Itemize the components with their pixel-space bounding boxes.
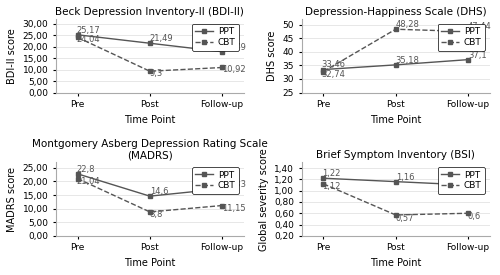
CBT xyxy=(219,204,225,207)
CBT xyxy=(320,182,326,186)
Text: 1,12: 1,12 xyxy=(322,182,340,191)
Text: 0,57: 0,57 xyxy=(396,213,414,222)
PPT xyxy=(74,33,80,37)
Text: 1,16: 1,16 xyxy=(396,172,414,182)
X-axis label: Time Point: Time Point xyxy=(370,115,422,125)
Text: 10,92: 10,92 xyxy=(222,65,246,74)
CBT xyxy=(392,28,398,31)
Text: 1,1: 1,1 xyxy=(468,176,481,185)
PPT xyxy=(219,187,225,190)
Text: 17,79: 17,79 xyxy=(222,43,246,52)
X-axis label: Time Point: Time Point xyxy=(124,258,176,268)
Text: 47,44: 47,44 xyxy=(468,23,491,31)
CBT xyxy=(74,177,80,180)
Line: PPT: PPT xyxy=(75,32,225,54)
Text: 22,8: 22,8 xyxy=(76,165,94,174)
Title: Montgomery Asberg Depression Rating Scale
(MADRS): Montgomery Asberg Depression Rating Scal… xyxy=(32,139,268,160)
Legend: PPT, CBT: PPT, CBT xyxy=(438,24,485,51)
Line: PPT: PPT xyxy=(321,57,470,72)
Line: CBT: CBT xyxy=(75,35,225,74)
CBT xyxy=(320,70,326,73)
PPT xyxy=(320,177,326,180)
Line: PPT: PPT xyxy=(75,171,225,199)
CBT xyxy=(392,213,398,217)
PPT xyxy=(320,68,326,71)
PPT xyxy=(392,63,398,67)
PPT xyxy=(147,194,153,198)
Title: Brief Symptom Inventory (BSI): Brief Symptom Inventory (BSI) xyxy=(316,150,475,160)
Y-axis label: BDI-II score: BDI-II score xyxy=(7,28,17,84)
Text: 0,6: 0,6 xyxy=(468,212,481,221)
CBT xyxy=(147,210,153,214)
Text: 14,6: 14,6 xyxy=(150,187,169,196)
CBT xyxy=(465,211,471,215)
Text: 21,04: 21,04 xyxy=(76,177,100,186)
Text: 32,74: 32,74 xyxy=(322,70,345,79)
PPT xyxy=(465,183,471,187)
Legend: PPT, CBT: PPT, CBT xyxy=(192,24,240,51)
CBT xyxy=(465,30,471,33)
Text: 17,33: 17,33 xyxy=(222,180,246,189)
Legend: PPT, CBT: PPT, CBT xyxy=(192,167,240,194)
Text: 33,46: 33,46 xyxy=(322,60,346,70)
Legend: PPT, CBT: PPT, CBT xyxy=(438,167,485,194)
Text: 35,18: 35,18 xyxy=(396,56,419,65)
Y-axis label: DHS score: DHS score xyxy=(267,31,277,81)
Text: 24,04: 24,04 xyxy=(76,35,100,44)
Text: 9,3: 9,3 xyxy=(150,69,163,78)
Y-axis label: MADRS score: MADRS score xyxy=(7,167,17,232)
Text: 48,28: 48,28 xyxy=(396,20,419,29)
Line: CBT: CBT xyxy=(75,176,225,214)
Title: Beck Depression Inventory-II (BDI-II): Beck Depression Inventory-II (BDI-II) xyxy=(56,7,244,17)
Title: Depression-Happiness Scale (DHS): Depression-Happiness Scale (DHS) xyxy=(305,7,486,17)
Text: 8,8: 8,8 xyxy=(150,210,163,219)
Text: 25,17: 25,17 xyxy=(76,26,100,35)
Line: PPT: PPT xyxy=(321,176,470,188)
CBT xyxy=(219,66,225,69)
Text: 37,1: 37,1 xyxy=(468,51,486,60)
Text: 1,22: 1,22 xyxy=(322,169,340,178)
PPT xyxy=(147,42,153,45)
PPT xyxy=(219,50,225,53)
Line: CBT: CBT xyxy=(321,27,470,74)
Text: 21,49: 21,49 xyxy=(150,34,174,43)
PPT xyxy=(465,58,471,61)
PPT xyxy=(74,172,80,175)
Line: CBT: CBT xyxy=(321,182,470,217)
CBT xyxy=(74,36,80,39)
Y-axis label: Global severity score: Global severity score xyxy=(258,148,268,251)
X-axis label: Time Point: Time Point xyxy=(370,258,422,268)
Text: 11,15: 11,15 xyxy=(222,204,246,213)
X-axis label: Time Point: Time Point xyxy=(124,115,176,125)
PPT xyxy=(392,180,398,183)
CBT xyxy=(147,70,153,73)
